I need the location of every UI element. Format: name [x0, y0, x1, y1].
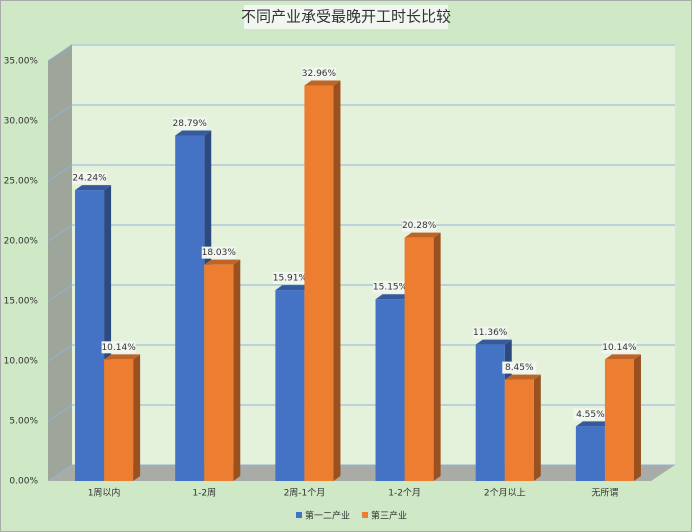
grid-line: [47, 164, 675, 182]
bar: [575, 426, 605, 481]
bar-top: [275, 285, 312, 291]
grid-line: [47, 284, 675, 302]
grid-line: [47, 104, 675, 122]
y-tick-label: 10.00%: [4, 357, 39, 367]
legend-swatch: [296, 512, 302, 518]
bar: [204, 264, 234, 481]
x-tick-label: 2个月以上: [484, 488, 526, 499]
legend-label: 第一二产业: [305, 510, 350, 522]
bar: [304, 85, 334, 481]
grid-line: [47, 464, 675, 482]
back-wall: [72, 44, 675, 465]
bar-top: [604, 354, 641, 360]
data-label: 15.91%: [273, 274, 308, 284]
bar: [275, 290, 305, 481]
bar: [504, 379, 534, 481]
bar-side: [133, 354, 141, 481]
grid-line: [47, 44, 675, 62]
bar-side: [533, 374, 541, 481]
bar-top: [475, 339, 512, 345]
bar-top: [75, 185, 112, 191]
bar-top: [304, 80, 341, 86]
label-box: [301, 67, 336, 80]
label-box: [373, 281, 408, 294]
bar: [75, 190, 105, 481]
data-label: 4.55%: [576, 410, 605, 420]
bar: [604, 359, 634, 481]
x-tick-label: 1-2个月: [388, 488, 421, 499]
label-box: [402, 219, 437, 232]
grid-line: [47, 344, 675, 362]
side-wall: [48, 44, 72, 481]
bar-side: [633, 354, 641, 481]
y-tick-label: 25.00%: [4, 177, 39, 187]
y-tick-label: 30.00%: [4, 117, 39, 127]
label-box: [602, 341, 637, 354]
data-label: 15.15%: [373, 283, 408, 293]
data-label: 10.14%: [602, 343, 637, 353]
data-label: 10.14%: [101, 343, 136, 353]
y-tick-label: 0.00%: [9, 477, 38, 487]
label-box: [502, 361, 537, 374]
bar: [375, 299, 405, 481]
bar: [475, 344, 505, 481]
label-box: [573, 408, 608, 421]
data-label: 28.79%: [173, 119, 208, 129]
data-label: 32.96%: [302, 69, 337, 79]
bar-top: [575, 421, 612, 427]
legend-swatch: [362, 512, 369, 518]
data-label: 8.45%: [505, 363, 534, 373]
x-tick-label: 无所谓: [591, 488, 618, 499]
label-box: [272, 272, 307, 285]
y-tick-label: 35.00%: [4, 57, 39, 67]
bar-side: [433, 232, 441, 481]
legend-label: 第三产业: [371, 510, 407, 522]
bar-top: [175, 130, 212, 136]
y-tick-label: 5.00%: [9, 417, 38, 427]
y-tick-label: 15.00%: [4, 297, 39, 307]
label-box: [101, 341, 136, 354]
bar: [175, 135, 205, 481]
bar-top: [204, 259, 241, 265]
label-box: [72, 172, 107, 185]
bar: [104, 359, 134, 481]
x-tick-label: 2周-1个月: [284, 488, 326, 499]
bar-top: [375, 294, 412, 300]
label-box: [473, 326, 508, 339]
data-label: 20.28%: [402, 221, 437, 231]
label-box: [172, 117, 207, 130]
bar-top: [504, 374, 541, 380]
x-tick-label: 1周以内: [88, 487, 121, 499]
grid-line: [47, 404, 675, 422]
grid-line: [47, 224, 675, 242]
label-box: [201, 246, 236, 259]
x-tick-label: 1-2周: [192, 488, 216, 499]
bar-side: [233, 259, 241, 481]
title-box: [244, 5, 448, 29]
bar-top: [104, 354, 141, 360]
data-label: 18.03%: [202, 248, 237, 258]
data-label: 24.24%: [72, 174, 107, 184]
bar-side: [333, 80, 341, 481]
data-label: 11.36%: [473, 328, 508, 338]
chart-title: 不同产业承受最晚开工时长比较: [241, 8, 451, 26]
bar: [404, 237, 434, 481]
bar-top: [404, 232, 441, 238]
y-tick-label: 20.00%: [4, 237, 39, 247]
